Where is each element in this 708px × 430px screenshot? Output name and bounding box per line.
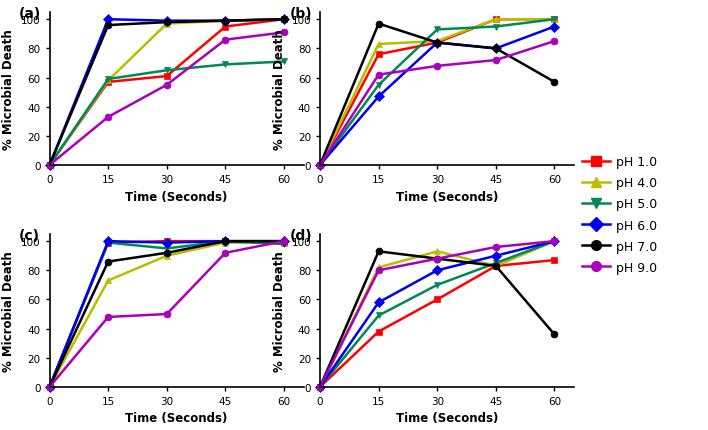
X-axis label: Time (Seconds): Time (Seconds)	[125, 412, 228, 424]
Y-axis label: % Microbial Death: % Microbial Death	[273, 250, 286, 371]
Text: (c): (c)	[19, 228, 40, 242]
Text: (d): (d)	[290, 228, 312, 242]
Y-axis label: % Microbial Death: % Microbial Death	[273, 29, 286, 150]
Y-axis label: % Microbial Death: % Microbial Death	[2, 250, 16, 371]
Text: (b): (b)	[290, 7, 312, 21]
X-axis label: Time (Seconds): Time (Seconds)	[396, 412, 498, 424]
Legend: pH 1.0, pH 4.0, pH 5.0, pH 6.0, pH 7.0, pH 9.0: pH 1.0, pH 4.0, pH 5.0, pH 6.0, pH 7.0, …	[582, 156, 657, 274]
X-axis label: Time (Seconds): Time (Seconds)	[396, 190, 498, 203]
Y-axis label: % Microbial Death: % Microbial Death	[2, 29, 16, 150]
Text: (a): (a)	[19, 7, 41, 21]
X-axis label: Time (Seconds): Time (Seconds)	[125, 190, 228, 203]
